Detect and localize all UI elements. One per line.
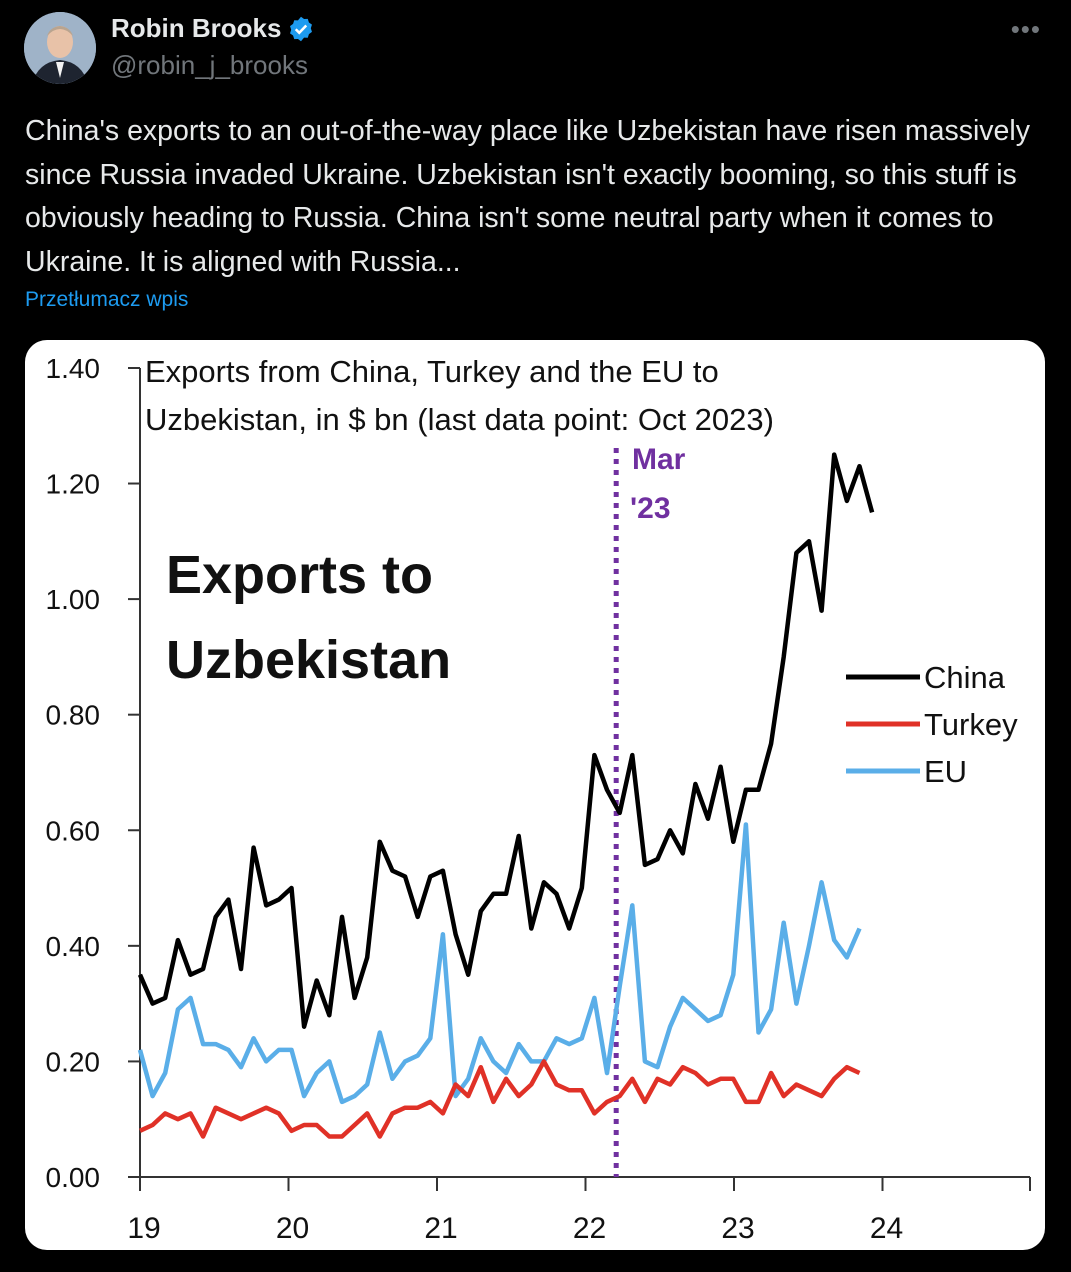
x-tick-label: 23	[721, 1212, 754, 1245]
series-line-turkey	[139, 1059, 861, 1139]
y-tick-label: 0.40	[46, 931, 101, 962]
series-line-china	[137, 452, 875, 1029]
author-name-text: Robin Brooks	[111, 13, 282, 43]
marker-label-line2: '23	[630, 492, 671, 525]
marker-label-line1: Mar	[632, 443, 686, 476]
y-tick-label: 1.40	[46, 353, 101, 384]
x-tick-label: 20	[276, 1212, 309, 1245]
y-tick-label: 0.00	[46, 1162, 101, 1193]
line-chart: 0.00 0.20 0.40 0.60 0.80 1.00 1.20 1.40 19 20 21 22…	[46, 353, 1031, 1245]
y-tick-label: 1.00	[46, 584, 101, 615]
series-line-eu	[137, 822, 862, 1105]
author-name[interactable]: Robin Brooks	[111, 13, 315, 44]
annotation-line2: Uzbekistan	[166, 630, 451, 690]
chart-image[interactable]: 0.00 0.20 0.40 0.60 0.80 1.00 1.20 1.40 19 20 21 22…	[25, 340, 1045, 1250]
avatar[interactable]	[24, 12, 96, 84]
chart-title-line2: Uzbekistan, in $ bn (last data point: Oc…	[145, 402, 774, 437]
tweet-text: China's exports to an out-of-the-way pla…	[25, 115, 1030, 278]
x-tick-label: 24	[870, 1212, 903, 1245]
verified-badge-icon	[290, 16, 313, 41]
y-tick-label: 0.80	[46, 700, 101, 731]
legend-label-eu: EU	[924, 754, 967, 789]
author-handle[interactable]: @robin_j_brooks	[111, 50, 308, 80]
avatar-image	[24, 12, 96, 84]
y-tick-label: 0.20	[46, 1046, 101, 1077]
y-tick-label: 1.20	[46, 469, 101, 500]
legend-label-turkey: Turkey	[924, 707, 1018, 742]
x-tick-label: 21	[424, 1212, 457, 1245]
chart-title-line1: Exports from China, Turkey and the EU to	[145, 354, 719, 389]
x-tick-label: 19	[127, 1212, 160, 1245]
more-horizontal-icon[interactable]: •••	[1010, 14, 1041, 44]
x-tick-label: 22	[573, 1212, 606, 1245]
legend-label-china: China	[924, 660, 1006, 695]
translate-link[interactable]: Przetłumacz wpis	[25, 288, 189, 311]
annotation-line1: Exports to	[166, 545, 433, 605]
y-tick-label: 0.60	[46, 815, 101, 846]
